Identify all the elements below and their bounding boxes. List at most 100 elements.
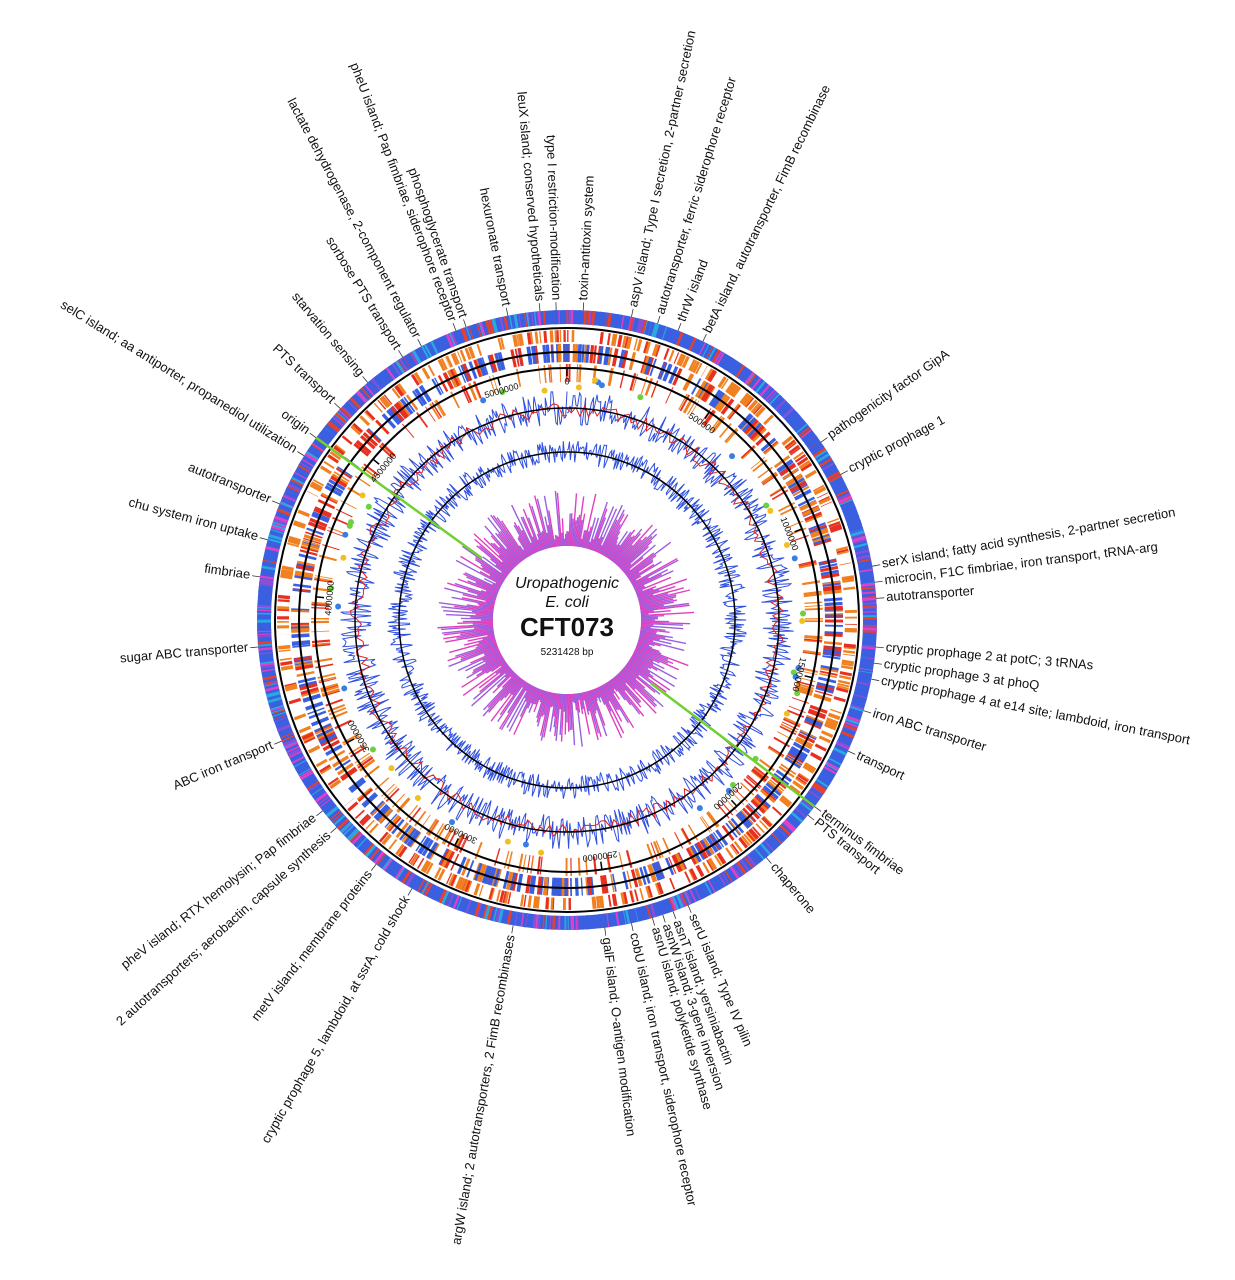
skew-bar bbox=[636, 586, 657, 595]
feature-tick bbox=[449, 874, 457, 887]
feature-tick bbox=[799, 500, 818, 512]
skew-bar bbox=[539, 690, 545, 703]
feature-tick bbox=[296, 671, 315, 677]
feature-tick bbox=[499, 908, 504, 923]
feature-tick bbox=[317, 795, 330, 806]
skew-bar bbox=[619, 535, 653, 569]
feature-tick bbox=[724, 797, 738, 812]
feature-tick bbox=[437, 374, 449, 393]
skew-bar bbox=[603, 683, 620, 711]
skew-bar bbox=[612, 535, 635, 563]
feature-tick bbox=[514, 348, 520, 367]
skew-bar bbox=[465, 652, 502, 672]
skew-bar bbox=[587, 690, 602, 738]
feature-tick bbox=[654, 883, 661, 896]
feature-tick bbox=[788, 527, 807, 536]
feature-tick bbox=[472, 324, 478, 339]
feature-tick bbox=[307, 782, 321, 792]
feature-tick bbox=[762, 816, 773, 827]
feature-tick bbox=[332, 755, 350, 768]
feature-tick bbox=[728, 820, 741, 836]
feature-tick bbox=[797, 496, 815, 507]
feature-tick bbox=[452, 875, 460, 888]
skew-bar bbox=[466, 656, 504, 679]
scale-label: 2000000 bbox=[711, 781, 744, 812]
feature-tick bbox=[696, 885, 705, 899]
feature-tick bbox=[419, 837, 431, 855]
feature-tick bbox=[348, 777, 365, 791]
feature-tick bbox=[862, 630, 877, 634]
skew-bar bbox=[634, 585, 645, 591]
feature-tick bbox=[797, 732, 816, 744]
skew-bar bbox=[588, 690, 597, 714]
feature-tick bbox=[582, 897, 585, 910]
feature-tick bbox=[360, 435, 376, 450]
feature-tick bbox=[366, 820, 378, 832]
rna-dot bbox=[365, 503, 372, 510]
feature-tick bbox=[310, 482, 323, 491]
skew-bar bbox=[614, 533, 641, 565]
feature-tick bbox=[650, 842, 658, 860]
feature-tick bbox=[782, 407, 795, 419]
feature-tick bbox=[530, 855, 535, 874]
feature-tick bbox=[526, 855, 531, 873]
skew-bar bbox=[611, 536, 633, 562]
feature-tick bbox=[298, 554, 317, 561]
feature-tick bbox=[308, 710, 327, 720]
feature-tick bbox=[763, 414, 774, 425]
feature-tick bbox=[437, 359, 446, 372]
feature-tick bbox=[258, 583, 274, 587]
feature-tick bbox=[691, 378, 702, 395]
skew-bar bbox=[447, 582, 497, 599]
skew-bar bbox=[457, 578, 498, 595]
feature-tick bbox=[280, 569, 294, 575]
feature-tick bbox=[291, 628, 310, 631]
feature-tick bbox=[448, 354, 456, 367]
feature-tick bbox=[804, 605, 823, 608]
feature-tick bbox=[839, 563, 852, 569]
feature-tick bbox=[291, 640, 311, 646]
feature-tick bbox=[675, 331, 684, 346]
feature-tick bbox=[325, 698, 344, 707]
skew-bar bbox=[522, 516, 539, 553]
feature-tick bbox=[813, 539, 832, 547]
feature-tick bbox=[625, 909, 631, 924]
skew-bar bbox=[595, 687, 601, 698]
feature-tick bbox=[831, 703, 844, 710]
feature-tick bbox=[579, 310, 582, 325]
rna-dot bbox=[449, 819, 456, 826]
skew-bar bbox=[595, 536, 604, 553]
feature-tick bbox=[286, 485, 301, 495]
feature-tick bbox=[553, 310, 557, 325]
skew-bar bbox=[500, 662, 507, 668]
feature-tick bbox=[257, 630, 272, 633]
skew-bar bbox=[640, 629, 657, 633]
skew-bar bbox=[536, 498, 551, 549]
feature-tick bbox=[813, 693, 832, 701]
feature-tick bbox=[349, 779, 367, 794]
feature-tick bbox=[287, 748, 302, 757]
rna-dot bbox=[791, 555, 798, 562]
rna-dot bbox=[335, 603, 342, 610]
feature-tick bbox=[474, 841, 483, 860]
feature-tick bbox=[824, 510, 837, 519]
skew-bar bbox=[480, 564, 506, 581]
feature-tick bbox=[464, 879, 472, 893]
feature-tick bbox=[655, 861, 665, 880]
feature-tick bbox=[383, 834, 394, 847]
feature-tick bbox=[277, 599, 290, 603]
feature-tick bbox=[727, 383, 738, 396]
leader bbox=[370, 864, 377, 871]
skew-bar bbox=[454, 605, 494, 612]
feature-tick bbox=[819, 457, 833, 468]
feature-tick bbox=[443, 891, 452, 906]
feature-tick bbox=[838, 495, 853, 504]
feature-tick bbox=[459, 349, 467, 362]
feature-tick bbox=[770, 486, 787, 497]
feature-tick bbox=[396, 360, 406, 373]
skew-bar bbox=[490, 558, 510, 575]
feature-tick bbox=[465, 326, 472, 341]
skew-bar bbox=[588, 517, 600, 550]
feature-tick bbox=[283, 738, 297, 747]
feature-tick bbox=[445, 355, 454, 368]
